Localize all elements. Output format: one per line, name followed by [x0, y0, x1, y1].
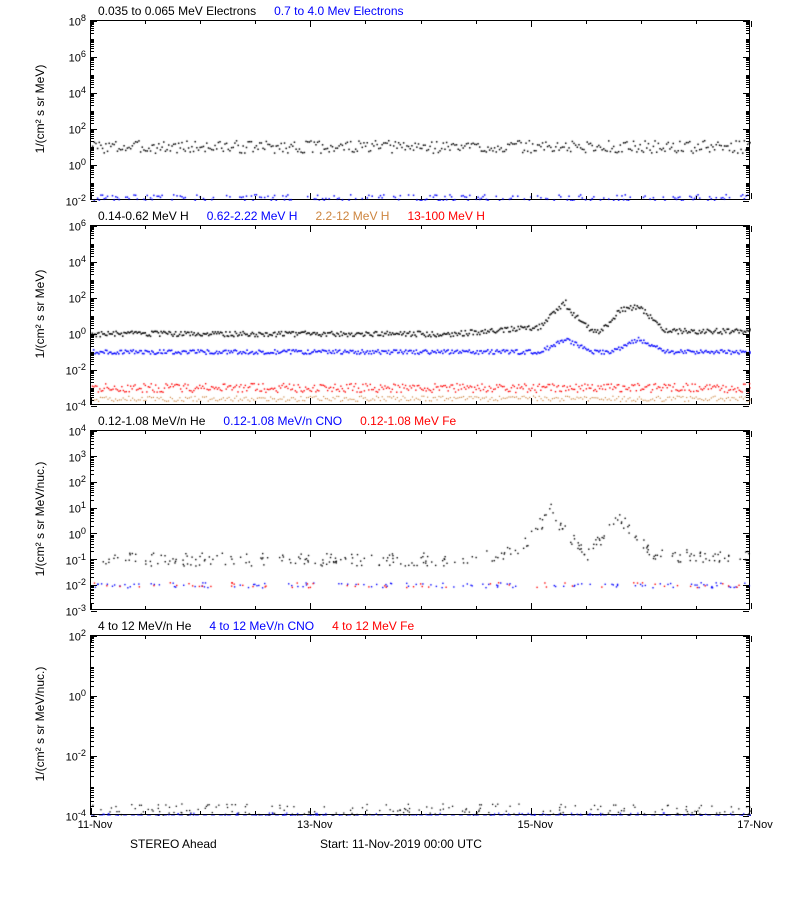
x-tick-label: 11-Nov: [65, 819, 125, 831]
y-tick-label: 102: [69, 474, 86, 490]
y-tick-label: 102: [69, 628, 86, 644]
chart-container: 10-2 100 102 104 106 108 1/(cm² s sr MeV) 0.035…: [0, 0, 800, 900]
y-axis-label: 1/(cm² s sr MeV/nuc.): [33, 644, 47, 804]
y-tick-label: 103: [69, 449, 86, 465]
plot-canvas-0: [91, 21, 751, 201]
legend-item: 0.12-1.08 MeV/n He: [98, 414, 205, 428]
panel-legend-2: 0.12-1.08 MeV/n He 0.12-1.08 MeV/n CNO 0.1…: [98, 414, 474, 428]
footer-center: Start: 11-Nov-2019 00:00 UTC: [320, 837, 482, 851]
y-tick-label: 10-2: [66, 362, 86, 378]
y-tick-label: 104: [69, 254, 86, 270]
x-tick-label: 17-Nov: [725, 819, 785, 831]
y-tick-label: 100: [69, 688, 86, 704]
y-tick-label: 104: [69, 423, 86, 439]
legend-item: 4 to 12 MeV/n He: [98, 619, 191, 633]
legend-item: 0.12-1.08 MeV/n CNO: [223, 414, 342, 428]
y-tick-label: 10-2: [66, 577, 86, 593]
plot-panel-0: [90, 20, 750, 200]
legend-item: 4 to 12 MeV Fe: [332, 619, 414, 633]
y-tick-label: 10-2: [66, 748, 86, 764]
legend-item: 2.2-12 MeV H: [315, 209, 389, 223]
legend-item: 0.62-2.22 MeV H: [207, 209, 298, 223]
y-tick-label: 102: [69, 121, 86, 137]
x-tick-label: 13-Nov: [285, 819, 345, 831]
plot-panel-3: [90, 635, 750, 815]
legend-item: 0.14-0.62 MeV H: [98, 209, 189, 223]
y-tick-label: 102: [69, 290, 86, 306]
y-axis-label: 1/(cm² s sr MeV): [33, 29, 47, 189]
y-tick-label: 104: [69, 85, 86, 101]
plot-panel-2: [90, 430, 750, 610]
legend-item: 0.12-1.08 MeV Fe: [360, 414, 456, 428]
panel-legend-3: 4 to 12 MeV/n He 4 to 12 MeV/n CNO 4 to 12…: [98, 619, 432, 633]
y-tick-label: 106: [69, 218, 86, 234]
panel-legend-0: 0.035 to 0.065 MeV Electrons 0.7 to 4.0 M…: [98, 4, 422, 18]
x-tick-label: 15-Nov: [505, 819, 565, 831]
y-axis-label: 1/(cm² s sr MeV): [33, 234, 47, 394]
panel-legend-1: 0.14-0.62 MeV H 0.62-2.22 MeV H 2.2-12 MeV…: [98, 209, 503, 223]
legend-item: 13-100 MeV H: [407, 209, 484, 223]
legend-item: 0.7 to 4.0 Mev Electrons: [274, 4, 403, 18]
plot-canvas-3: [91, 636, 751, 816]
plot-canvas-1: [91, 226, 751, 406]
y-tick-label: 100: [69, 157, 86, 173]
y-tick-label: 10-4: [66, 398, 86, 414]
y-axis-label: 1/(cm² s sr MeV/nuc.): [33, 439, 47, 599]
legend-item: 0.035 to 0.065 MeV Electrons: [98, 4, 256, 18]
y-tick-label: 10-2: [66, 193, 86, 209]
legend-item: 4 to 12 MeV/n CNO: [209, 619, 314, 633]
y-tick-label: 10-1: [66, 552, 86, 568]
y-tick-label: 108: [69, 13, 86, 29]
y-tick-label: 101: [69, 500, 86, 516]
y-tick-label: 100: [69, 526, 86, 542]
footer-left: STEREO Ahead: [130, 837, 217, 851]
y-tick-label: 106: [69, 49, 86, 65]
y-tick-label: 10-3: [66, 603, 86, 619]
plot-canvas-2: [91, 431, 751, 611]
y-tick-label: 100: [69, 326, 86, 342]
plot-panel-1: [90, 225, 750, 405]
